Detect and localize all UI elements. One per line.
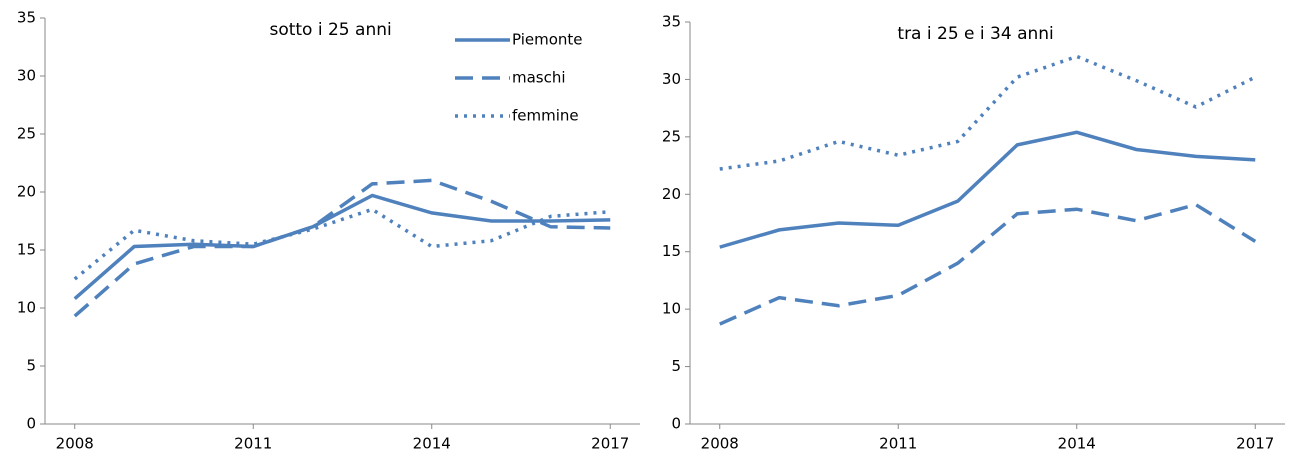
legend-label: maschi bbox=[512, 69, 566, 87]
y-tick-label: 20 bbox=[662, 185, 681, 203]
x-tick-label: 2011 bbox=[234, 435, 272, 453]
y-tick-label: 0 bbox=[671, 415, 681, 433]
x-tick-label: 2017 bbox=[1236, 435, 1274, 453]
chart-title: tra i 25 e i 34 anni bbox=[897, 24, 1053, 44]
x-tick-label: 2011 bbox=[879, 435, 917, 453]
y-tick-label: 25 bbox=[662, 127, 681, 145]
y-tick-label: 15 bbox=[662, 242, 681, 260]
panel: 0 5 10 15 20 25 30 35 2008 2011 2014 2017 sotto i 25… bbox=[17, 9, 640, 453]
line-series bbox=[719, 130, 1256, 249]
y-tick-label: 30 bbox=[662, 70, 681, 88]
y-tick-label: 0 bbox=[26, 415, 36, 433]
chart-title: sotto i 25 anni bbox=[269, 20, 391, 40]
y-tick-label: 10 bbox=[662, 300, 681, 318]
legend-label: Piemonte bbox=[512, 31, 583, 49]
line-series bbox=[73, 193, 611, 301]
y-tick-label: 30 bbox=[17, 67, 36, 85]
line-series bbox=[73, 178, 611, 318]
y-tick-label: 20 bbox=[17, 183, 36, 201]
x-tick-label: 2008 bbox=[701, 435, 739, 453]
y-tick-label: 35 bbox=[662, 13, 681, 31]
x-tick-label: 2017 bbox=[591, 435, 629, 453]
x-tick-label: 2014 bbox=[1058, 435, 1096, 453]
line-series bbox=[719, 202, 1257, 326]
y-tick-label: 10 bbox=[17, 299, 36, 317]
legend-label: femmine bbox=[512, 107, 579, 125]
y-tick-label: 5 bbox=[26, 357, 36, 375]
y-tick-label: 35 bbox=[17, 9, 36, 27]
y-tick-label: 5 bbox=[671, 357, 681, 375]
line-series bbox=[73, 207, 611, 281]
y-tick-label: 25 bbox=[17, 125, 36, 143]
line-series bbox=[719, 54, 1257, 171]
panel: 0 5 10 15 20 25 30 35 2008 2011 2014 2017 tra i 25 e… bbox=[662, 13, 1285, 453]
x-tick-label: 2008 bbox=[56, 435, 94, 453]
y-tick-label: 15 bbox=[17, 241, 36, 259]
x-tick-label: 2014 bbox=[413, 435, 451, 453]
